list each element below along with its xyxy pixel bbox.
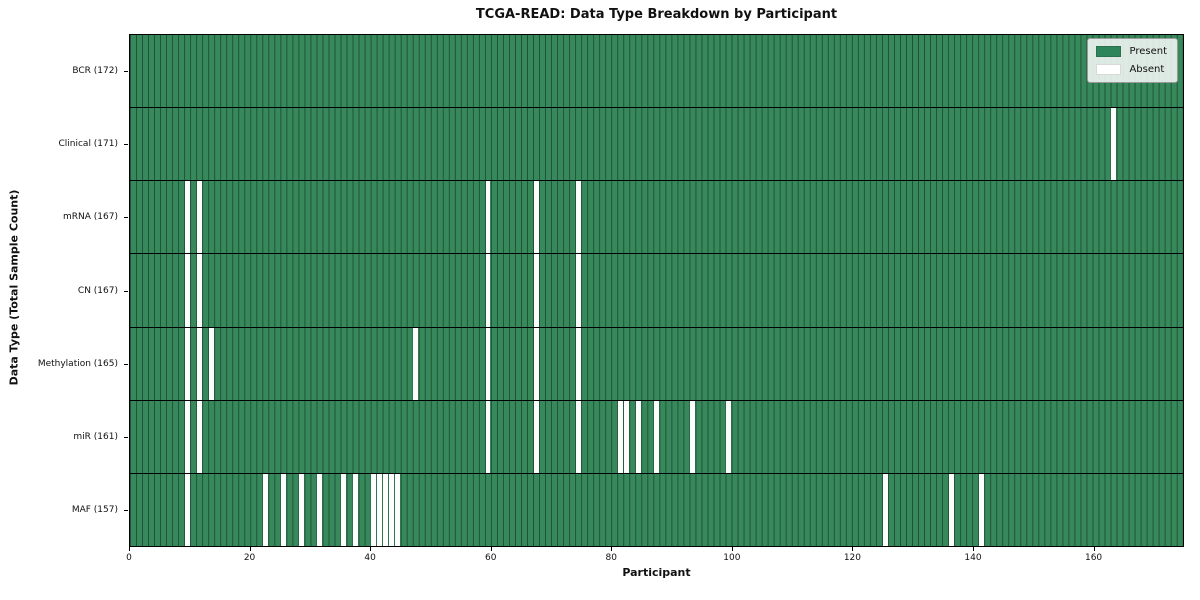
x-tick-label: 80 xyxy=(605,553,618,563)
legend-entry-absent: Absent xyxy=(1096,64,1167,75)
x-tick-mark xyxy=(490,547,492,551)
y-tick-mark xyxy=(124,217,128,219)
x-tick-label: 40 xyxy=(364,553,376,563)
absent-cell xyxy=(413,327,419,400)
absent-cell xyxy=(948,473,954,546)
absent-cell xyxy=(485,181,491,254)
plot-area xyxy=(129,34,1184,547)
x-tick-mark xyxy=(129,547,130,551)
absent-cell xyxy=(485,400,491,473)
x-tick-mark xyxy=(1093,547,1095,551)
chart-title: TCGA-READ: Data Type Breakdown by Partic… xyxy=(475,7,838,22)
absent-cell xyxy=(623,400,629,473)
y-tick-mark xyxy=(124,290,128,292)
absent-cell xyxy=(377,473,383,546)
absent-cell xyxy=(371,473,377,546)
absent-cell xyxy=(654,400,659,473)
absent-cell xyxy=(533,181,539,254)
y-tick-label: mRNA (167) xyxy=(63,212,118,223)
row-bcr xyxy=(130,35,1183,108)
row-clinical xyxy=(130,107,1183,181)
x-tick-mark xyxy=(370,547,372,551)
absent-cell xyxy=(196,254,202,327)
absent-cell xyxy=(196,327,202,400)
absent-cell xyxy=(882,473,888,546)
absent-cell xyxy=(262,473,268,546)
x-tick-label: 120 xyxy=(843,553,862,563)
absent-cell xyxy=(383,473,389,546)
y-tick-mark xyxy=(124,70,128,72)
y-tick-mark xyxy=(124,510,128,512)
x-tick-mark xyxy=(731,547,733,551)
legend-present-label: Present xyxy=(1129,46,1167,57)
legend-present-swatch xyxy=(1096,46,1122,57)
absent-cell xyxy=(184,327,190,400)
absent-cell xyxy=(690,400,696,473)
absent-cell xyxy=(395,473,401,546)
absent-cell xyxy=(978,473,984,546)
y-tick-label: Methylation (165) xyxy=(37,358,118,369)
absent-cell xyxy=(617,400,623,473)
absent-cell xyxy=(575,254,581,327)
x-tick-mark xyxy=(973,547,974,551)
legend-absent-label: Absent xyxy=(1129,64,1165,75)
row-methylation xyxy=(130,326,1183,400)
y-tick-label: BCR (172) xyxy=(72,65,118,76)
x-tick-mark xyxy=(611,547,613,551)
y-tick-mark xyxy=(124,363,128,365)
absent-cell xyxy=(575,400,581,473)
absent-cell xyxy=(533,327,539,400)
absent-cell xyxy=(196,181,202,254)
absent-cell xyxy=(1111,108,1117,181)
y-tick-label: CN (167) xyxy=(77,285,118,296)
row-mir xyxy=(130,399,1183,473)
y-tick-mark xyxy=(124,143,128,145)
absent-cell xyxy=(184,473,190,546)
absent-cell xyxy=(353,473,359,546)
absent-cell xyxy=(485,327,491,400)
absent-cell xyxy=(299,473,304,546)
absent-cell xyxy=(317,473,322,546)
y-tick-label: miR (161) xyxy=(73,432,118,443)
row-maf xyxy=(130,472,1183,546)
row-cn xyxy=(130,253,1183,327)
x-tick-label: 140 xyxy=(964,553,982,563)
absent-cell xyxy=(184,181,190,254)
y-tick-label: Clinical (171) xyxy=(58,138,118,149)
absent-cell xyxy=(533,254,539,327)
x-tick-mark xyxy=(852,547,854,551)
absent-cell xyxy=(485,254,491,327)
absent-cell xyxy=(341,473,347,546)
absent-cell xyxy=(575,327,581,400)
absent-cell xyxy=(575,181,581,254)
x-tick-label: 60 xyxy=(484,553,497,563)
absent-cell xyxy=(184,254,190,327)
x-axis-label: Participant xyxy=(622,566,691,579)
x-tick-label: 20 xyxy=(243,553,256,563)
legend: Present Absent xyxy=(1087,38,1178,83)
legend-absent-swatch xyxy=(1096,64,1122,75)
x-tick-label: 100 xyxy=(723,553,741,563)
absent-cell xyxy=(208,327,214,400)
x-tick-mark xyxy=(249,547,251,551)
absent-cell xyxy=(184,400,190,473)
absent-cell xyxy=(726,400,732,473)
absent-cell xyxy=(533,400,539,473)
absent-cell xyxy=(635,400,641,473)
x-tick-label: 160 xyxy=(1084,553,1103,563)
absent-cell xyxy=(280,473,286,546)
y-tick-mark xyxy=(124,437,128,439)
y-tick-label: MAF (157) xyxy=(71,505,118,516)
absent-cell xyxy=(389,473,395,546)
x-tick-label: 0 xyxy=(126,553,132,563)
absent-cell xyxy=(196,400,202,473)
row-mrna xyxy=(130,180,1183,254)
legend-entry-present: Present xyxy=(1096,46,1167,57)
